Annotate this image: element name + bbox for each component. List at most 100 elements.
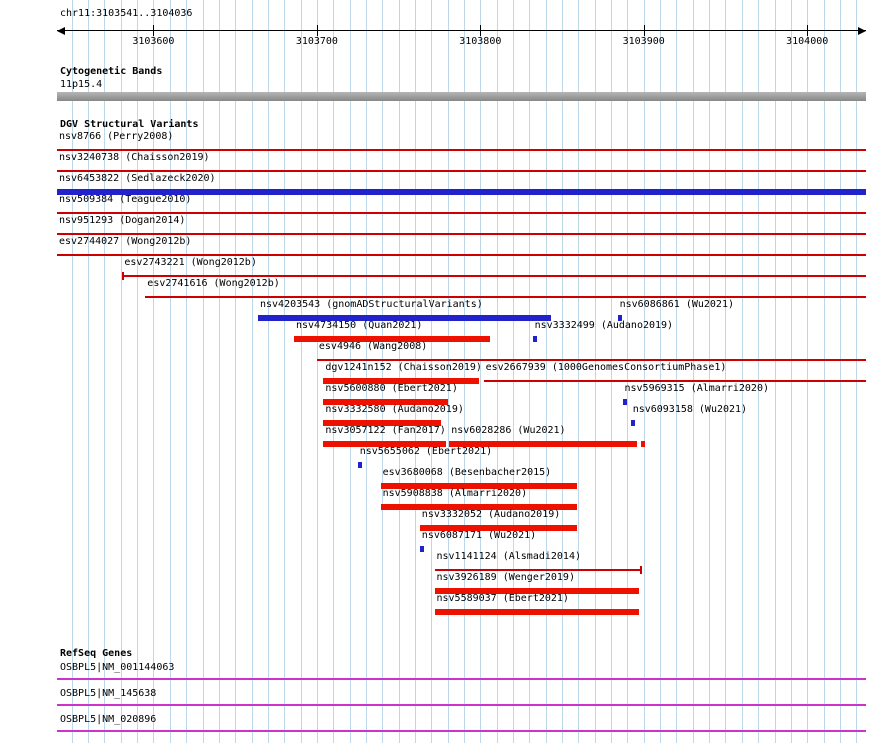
- gridline: [333, 0, 335, 743]
- gridline: [251, 0, 253, 743]
- variant-label[interactable]: esv2741616 (Wong2012b): [147, 278, 280, 289]
- gridline: [611, 0, 612, 743]
- cytoband-bar[interactable]: [57, 92, 866, 101]
- variant-label[interactable]: nsv4734150 (Quan2021): [296, 320, 423, 331]
- variant-bar[interactable]: [323, 378, 479, 384]
- variant-label[interactable]: esv4946 (Wang2008): [318, 341, 428, 352]
- gridline: [398, 0, 400, 743]
- variant-bar[interactable]: [434, 609, 639, 615]
- variant-label[interactable]: nsv6028286 (Wu2021): [451, 425, 566, 436]
- variant-bar[interactable]: [380, 504, 577, 510]
- variant-bar[interactable]: [323, 399, 448, 405]
- ruler-tick-mark: [807, 25, 809, 36]
- variant-tick[interactable]: [617, 315, 622, 321]
- variant-bar[interactable]: [323, 441, 446, 447]
- gene-label[interactable]: OSBPL5|NM_001144063: [60, 662, 175, 673]
- variant-line[interactable]: [57, 149, 866, 151]
- variant-label[interactable]: nsv509384 (Teague2010): [59, 194, 192, 205]
- gridline: [758, 0, 760, 743]
- variant-label[interactable]: esv2743221 (Wong2012b): [124, 257, 257, 268]
- variant-label[interactable]: nsv6087171 (Wu2021): [421, 530, 537, 541]
- variant-label[interactable]: nsv3057122 (Fan2017): [325, 425, 446, 436]
- gridline: [316, 0, 318, 743]
- variant-label[interactable]: nsv5655062 (Ebert2021): [359, 446, 493, 457]
- variant-label[interactable]: nsv6093158 (Wu2021): [632, 404, 748, 415]
- gridline: [496, 0, 498, 743]
- variant-bar[interactable]: [323, 420, 442, 426]
- gene-line[interactable]: [57, 730, 866, 732]
- gridline: [447, 0, 449, 743]
- variant-label[interactable]: nsv8766 (Perry2008): [59, 131, 174, 142]
- gene-label[interactable]: OSBPL5|NM_020896: [60, 714, 157, 725]
- variant-label[interactable]: nsv3332052 (Audano2019): [421, 509, 561, 520]
- variant-label[interactable]: nsv4203543 (gnomADStructuralVariants): [260, 299, 483, 310]
- variant-bar[interactable]: [434, 588, 639, 594]
- gene-line[interactable]: [57, 678, 866, 680]
- variant-line[interactable]: [434, 569, 641, 571]
- variant-label[interactable]: nsv6453822 (Sedlazeck2020): [59, 173, 216, 184]
- gridline: [202, 0, 204, 743]
- variant-label[interactable]: dgv1241n152 (Chaisson2019): [325, 362, 482, 373]
- variant-label[interactable]: nsv5969315 (Almarri2020): [624, 383, 770, 394]
- gridline: [643, 0, 645, 743]
- variant-label[interactable]: nsv5600880 (Ebert2021): [325, 383, 458, 394]
- gridline: [137, 0, 139, 743]
- gene-line[interactable]: [57, 704, 866, 706]
- variant-label[interactable]: nsv3332580 (Audano2019): [325, 404, 464, 415]
- variant-line[interactable]: [122, 275, 866, 277]
- variant-label[interactable]: nsv1141124 (Alsmadi2014): [436, 551, 582, 562]
- ruler-tick-label: 3103600: [132, 36, 175, 47]
- gridline: [300, 0, 302, 743]
- gridline: [349, 0, 351, 743]
- variant-label[interactable]: nsv951293 (Dogan2014): [59, 215, 186, 226]
- variant-bar[interactable]: [57, 189, 866, 195]
- gridline: [284, 0, 286, 743]
- variant-line[interactable]: [57, 254, 866, 256]
- variant-tick[interactable]: [640, 441, 645, 447]
- gridline: [823, 0, 825, 743]
- ruler-tick-mark: [153, 25, 155, 36]
- variant-label[interactable]: nsv5908838 (Almarri2020): [382, 488, 528, 499]
- gridline: [267, 0, 269, 743]
- variant-label[interactable]: esv3680068 (Besenbacher2015): [382, 467, 552, 478]
- variant-tick[interactable]: [419, 546, 424, 552]
- variant-label[interactable]: nsv5589037 (Ebert2021): [436, 593, 569, 604]
- ruler-left-arrow-icon: [57, 27, 65, 35]
- variant-bar[interactable]: [419, 525, 577, 531]
- variant-line[interactable]: [145, 296, 866, 298]
- variant-line[interactable]: [57, 170, 866, 172]
- dgv-track-title: DGV Structural Variants: [60, 119, 199, 130]
- variant-label[interactable]: nsv3240738 (Chaisson2019): [59, 152, 210, 163]
- variant-tick[interactable]: [357, 462, 362, 468]
- gridline: [807, 0, 809, 743]
- variant-line[interactable]: [57, 233, 866, 235]
- gridline: [104, 0, 106, 743]
- gridline: [774, 0, 776, 743]
- cytoband-name-label: 11p15.4: [60, 79, 103, 90]
- ruler-tick-mark: [316, 25, 318, 36]
- variant-bar[interactable]: [449, 441, 638, 447]
- variant-label[interactable]: esv2744027 (Wong2012b): [59, 236, 192, 247]
- ruler-right-arrow-icon: [858, 27, 866, 35]
- variant-tick[interactable]: [630, 420, 635, 426]
- gridline: [578, 0, 580, 743]
- variant-line[interactable]: [57, 212, 866, 214]
- variant-line[interactable]: [483, 380, 866, 382]
- gridline: [725, 0, 727, 743]
- variant-bar[interactable]: [380, 483, 577, 489]
- variant-endcap: [639, 566, 642, 574]
- variant-bar[interactable]: [294, 336, 491, 342]
- gridline: [71, 0, 73, 743]
- gene-label[interactable]: OSBPL5|NM_145638: [60, 688, 157, 699]
- variant-tick[interactable]: [622, 399, 627, 405]
- variant-label[interactable]: esv2667939 (1000GenomesConsortiumPhase1): [485, 362, 727, 373]
- gridline: [545, 0, 547, 743]
- gridline: [676, 0, 678, 743]
- variant-bar[interactable]: [258, 315, 551, 321]
- variant-label[interactable]: nsv3926189 (Wenger2019): [436, 572, 575, 583]
- variant-line[interactable]: [316, 359, 866, 361]
- gridline: [414, 0, 416, 743]
- variant-tick[interactable]: [532, 336, 537, 342]
- variant-label[interactable]: nsv3332499 (Audano2019): [534, 320, 674, 331]
- variant-label[interactable]: nsv6086861 (Wu2021): [619, 299, 734, 310]
